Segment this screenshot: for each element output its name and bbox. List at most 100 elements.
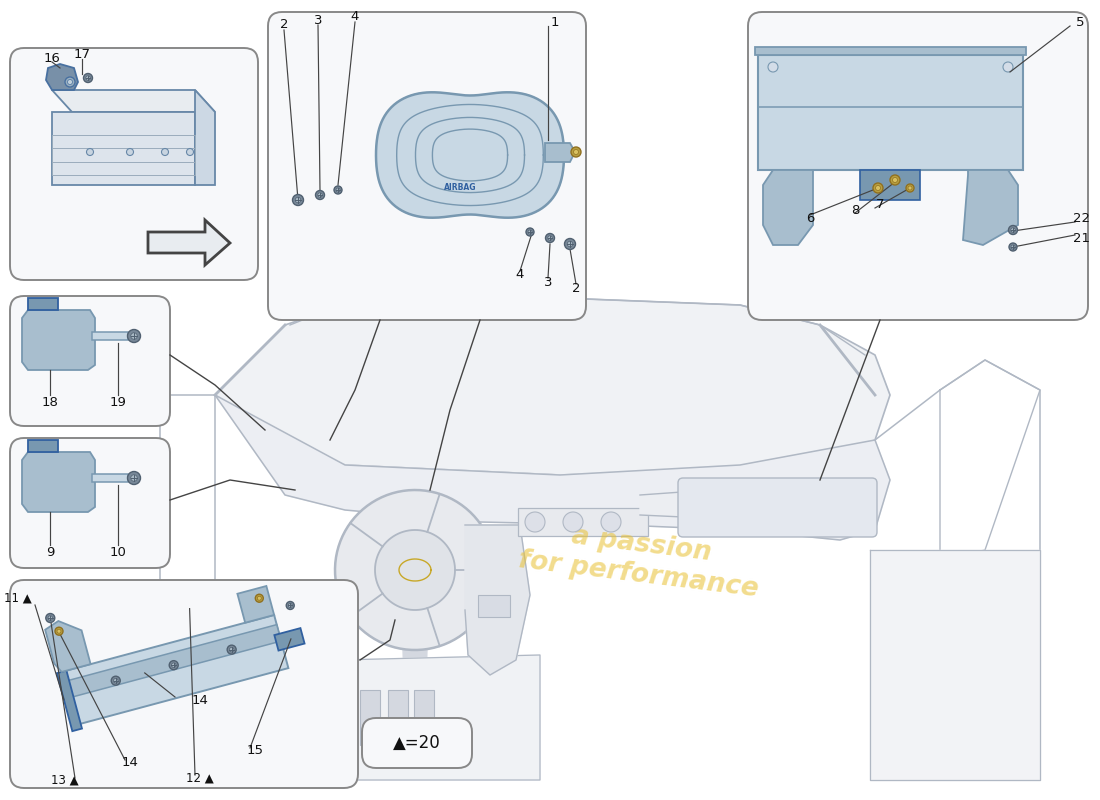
- Circle shape: [228, 645, 236, 654]
- Polygon shape: [52, 90, 214, 112]
- Circle shape: [563, 512, 583, 532]
- Circle shape: [526, 228, 534, 236]
- Polygon shape: [148, 220, 230, 265]
- Circle shape: [546, 234, 554, 242]
- Polygon shape: [962, 170, 1018, 245]
- Bar: [360, 690, 379, 745]
- Circle shape: [128, 330, 141, 342]
- Polygon shape: [45, 621, 90, 672]
- Text: 2: 2: [279, 18, 288, 31]
- Circle shape: [528, 230, 532, 234]
- Circle shape: [525, 512, 544, 532]
- Text: 21: 21: [1074, 231, 1090, 245]
- Circle shape: [255, 594, 263, 602]
- Polygon shape: [238, 586, 274, 622]
- Polygon shape: [214, 298, 890, 475]
- Circle shape: [169, 661, 178, 670]
- Text: 17: 17: [74, 49, 90, 62]
- Polygon shape: [763, 170, 813, 245]
- FancyBboxPatch shape: [268, 12, 586, 320]
- Circle shape: [573, 150, 579, 154]
- Polygon shape: [28, 440, 58, 452]
- Circle shape: [172, 663, 176, 667]
- Text: a passion
for performance: a passion for performance: [517, 518, 763, 602]
- Circle shape: [548, 236, 552, 240]
- Circle shape: [286, 602, 294, 610]
- Circle shape: [126, 149, 133, 155]
- FancyBboxPatch shape: [748, 12, 1088, 320]
- Circle shape: [1009, 226, 1018, 234]
- Text: 9: 9: [46, 546, 54, 559]
- Circle shape: [187, 149, 194, 155]
- Text: AIRBAG: AIRBAG: [443, 183, 476, 193]
- Bar: [478, 595, 510, 617]
- Circle shape: [906, 184, 914, 192]
- Polygon shape: [870, 550, 1040, 780]
- Polygon shape: [860, 170, 920, 200]
- Circle shape: [876, 186, 880, 190]
- Circle shape: [1003, 62, 1013, 72]
- Text: 13 ▲: 13 ▲: [52, 774, 79, 786]
- Polygon shape: [274, 628, 305, 650]
- Bar: [388, 690, 408, 745]
- Text: 22: 22: [1074, 211, 1090, 225]
- FancyBboxPatch shape: [10, 296, 170, 426]
- Text: 1: 1: [551, 15, 559, 29]
- Text: 16: 16: [44, 51, 60, 65]
- Polygon shape: [92, 474, 128, 482]
- FancyBboxPatch shape: [678, 478, 877, 537]
- Text: ▲=20: ▲=20: [393, 734, 441, 752]
- Circle shape: [57, 629, 60, 633]
- Circle shape: [892, 178, 898, 182]
- Circle shape: [873, 183, 883, 193]
- Polygon shape: [214, 395, 890, 540]
- Text: 11 ▲: 11 ▲: [4, 591, 32, 605]
- Circle shape: [768, 62, 778, 72]
- Circle shape: [334, 186, 342, 194]
- Circle shape: [1011, 245, 1015, 249]
- Text: 5: 5: [1076, 15, 1085, 29]
- Circle shape: [111, 676, 120, 685]
- Circle shape: [601, 512, 621, 532]
- Circle shape: [67, 79, 73, 85]
- Text: 12 ▲: 12 ▲: [186, 771, 213, 785]
- Circle shape: [131, 333, 138, 339]
- Text: 7: 7: [876, 198, 884, 211]
- Text: 18: 18: [42, 397, 58, 410]
- Circle shape: [65, 77, 75, 87]
- Circle shape: [908, 186, 912, 190]
- Bar: [414, 690, 435, 745]
- Bar: [518, 508, 648, 536]
- Polygon shape: [755, 47, 1026, 55]
- Polygon shape: [640, 480, 865, 525]
- Polygon shape: [544, 143, 575, 162]
- Polygon shape: [758, 55, 1023, 170]
- Circle shape: [162, 149, 168, 155]
- Text: 2: 2: [572, 282, 581, 294]
- Circle shape: [86, 76, 90, 80]
- Text: 19: 19: [110, 397, 126, 410]
- Circle shape: [293, 194, 304, 206]
- Polygon shape: [22, 452, 95, 512]
- Circle shape: [48, 616, 53, 620]
- Circle shape: [336, 188, 340, 192]
- Circle shape: [230, 647, 234, 652]
- Text: 14: 14: [191, 694, 208, 706]
- Polygon shape: [52, 112, 195, 185]
- Circle shape: [257, 596, 262, 600]
- Text: 14: 14: [122, 755, 139, 769]
- Circle shape: [564, 238, 575, 250]
- FancyBboxPatch shape: [10, 48, 258, 280]
- Text: 3: 3: [314, 14, 322, 26]
- Circle shape: [55, 627, 63, 635]
- Polygon shape: [57, 670, 82, 731]
- Polygon shape: [62, 615, 288, 725]
- FancyBboxPatch shape: [10, 580, 358, 788]
- Text: 4: 4: [351, 10, 360, 23]
- Circle shape: [131, 474, 138, 482]
- Polygon shape: [403, 650, 427, 710]
- Circle shape: [87, 149, 94, 155]
- Polygon shape: [64, 625, 282, 698]
- Text: 10: 10: [110, 546, 126, 559]
- Polygon shape: [28, 298, 58, 310]
